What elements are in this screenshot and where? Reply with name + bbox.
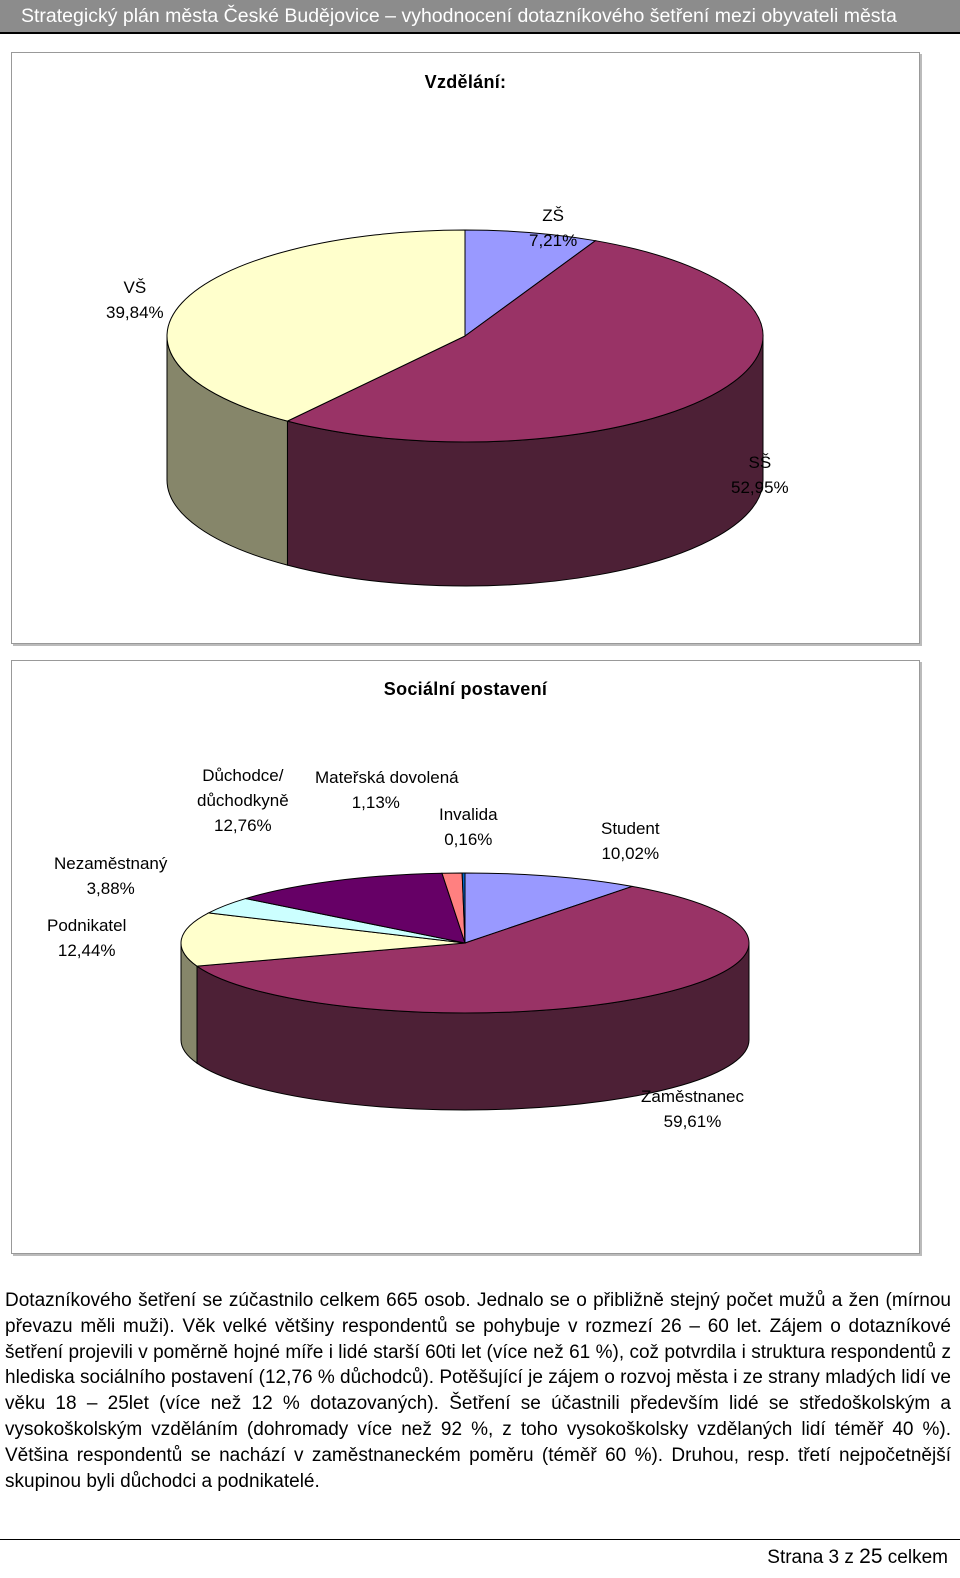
social-status-chart-title: Sociální postavení bbox=[383, 679, 548, 699]
slice-label-retired: Důchodce/ důchodkyně 12,76% bbox=[197, 763, 289, 838]
slice-label-zs-name: ZŠ bbox=[542, 206, 564, 225]
slice-label-student: Student 10,02% bbox=[601, 816, 660, 866]
slice-label-retired-value: 12,76% bbox=[214, 816, 272, 835]
education-slice-ss bbox=[285, 240, 764, 443]
slice-label-maternity: Mateřská dovolená 1,13% bbox=[315, 765, 459, 815]
slice-label-ss: SŠ 52,95% bbox=[731, 450, 789, 500]
header-divider bbox=[0, 32, 960, 34]
slice-label-vs: VŠ 39,84% bbox=[106, 275, 164, 325]
summary-paragraph: Dotazníkového šetření se zúčastnilo celk… bbox=[5, 1290, 951, 1492]
social-status-chart: Sociální postavení Důchodce/ důchodkyně … bbox=[11, 660, 920, 1254]
header-title: Strategický plán města České Budějovice … bbox=[21, 5, 897, 27]
footer-suffix: celkem bbox=[882, 1547, 948, 1568]
social-slice-duchodce-duchodkyne bbox=[245, 872, 466, 944]
education-slice-zs bbox=[464, 229, 597, 337]
slice-label-invalid-value: 0,16% bbox=[444, 830, 493, 849]
education-slice-vs bbox=[166, 229, 466, 422]
social-status-pie-svg bbox=[180, 872, 750, 1111]
slice-label-unemployed: Nezaměstnaný 3,88% bbox=[54, 851, 167, 901]
slice-label-invalid: Invalida 0,16% bbox=[439, 802, 498, 852]
slice-label-ss-value: 52,95% bbox=[731, 478, 789, 497]
footer-prefix: Strana 3 z bbox=[767, 1547, 860, 1568]
slice-label-entrepreneur-name: Podnikatel bbox=[47, 916, 127, 935]
slice-label-vs-value: 39,84% bbox=[106, 303, 164, 322]
slice-label-invalid-name: Invalida bbox=[439, 805, 498, 824]
footer-total: 25 bbox=[859, 1545, 883, 1568]
slice-label-entrepreneur: Podnikatel 12,44% bbox=[47, 913, 126, 963]
slice-label-employee: Zaměstnanec 59,61% bbox=[641, 1084, 744, 1134]
social-slice-podnikatel bbox=[180, 912, 466, 967]
slice-label-entrepreneur-value: 12,44% bbox=[57, 941, 116, 960]
page-footer: Strana 3 z 25 celkem bbox=[767, 1545, 948, 1569]
slice-label-vs-name: VŠ bbox=[123, 278, 147, 297]
social-slice-invalida bbox=[461, 872, 466, 944]
slice-label-zs-value: 7,21% bbox=[529, 231, 578, 250]
slice-label-retired-name-2: důchodkyně bbox=[197, 791, 289, 810]
social-slice-zamestnanec bbox=[195, 885, 750, 1014]
slice-label-retired-name-1: Důchodce/ bbox=[202, 766, 284, 785]
slice-label-maternity-name: Mateřská dovolená bbox=[315, 768, 459, 787]
slice-label-student-value: 10,02% bbox=[601, 844, 660, 863]
slice-label-student-name: Student bbox=[601, 819, 660, 838]
slice-label-employee-value: 59,61% bbox=[663, 1112, 722, 1131]
slice-label-unemployed-name: Nezaměstnaný bbox=[54, 854, 168, 873]
slice-label-employee-name: Zaměstnanec bbox=[641, 1087, 744, 1106]
slice-label-maternity-value: 1,13% bbox=[351, 793, 400, 812]
education-pie-svg bbox=[166, 229, 764, 587]
education-chart: Vzdělání: ZŠ 7,21% VŠ 39,84% SŠ 52,95% bbox=[11, 52, 920, 644]
education-chart-title: Vzdělání: bbox=[424, 72, 507, 92]
footer-divider bbox=[0, 1539, 960, 1540]
social-slice-student bbox=[464, 872, 633, 944]
document-header: Strategický plán města České Budějovice … bbox=[0, 0, 960, 32]
slice-label-ss-name: SŠ bbox=[748, 453, 772, 472]
slice-label-unemployed-value: 3,88% bbox=[86, 879, 135, 898]
slice-label-zs: ZŠ 7,21% bbox=[529, 203, 577, 253]
